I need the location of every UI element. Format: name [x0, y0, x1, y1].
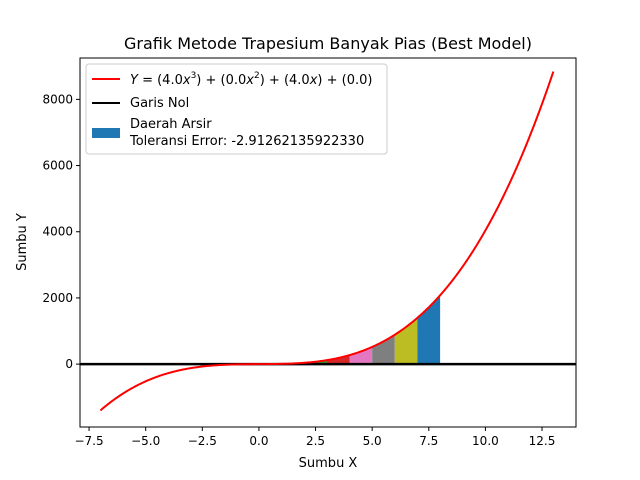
- legend-label-tolerance: Toleransi Error: -2.91262135922330: [129, 134, 364, 149]
- plot-frame: [79, 57, 577, 428]
- y-axis-label: Sumbu Y: [15, 213, 30, 271]
- x-tick-label: 7.5: [419, 434, 438, 448]
- legend-swatch-shaded-area: [92, 128, 120, 138]
- x-tick-label: 2.5: [306, 434, 325, 448]
- x-tick-label: −2.5: [188, 434, 217, 448]
- x-axis: −7.5 −5.0 −2.5 0.0 2.5 5.0 7.5 10.0 12.5: [74, 427, 555, 448]
- legend-label-curve: Y = (4.0x3) + (0.0x2) + (4.0x) + (0.0): [130, 71, 372, 88]
- x-tick-label: 5.0: [363, 434, 382, 448]
- y-tick-label: 0: [65, 357, 73, 371]
- shaded-trapezoid-6: [394, 317, 418, 365]
- y-tick-label: 6000: [42, 159, 73, 173]
- y-tick-label: 2000: [42, 291, 73, 305]
- shaded-trapezoid-5: [372, 334, 395, 365]
- x-tick-label: −7.5: [74, 434, 103, 448]
- x-tick-label: 0.0: [249, 434, 268, 448]
- shaded-trapezoid-4: [349, 346, 373, 365]
- plot-area: [80, 71, 576, 412]
- legend: Y = (4.0x3) + (0.0x2) + (4.0x) + (0.0) G…: [85, 63, 388, 155]
- x-tick-label: 12.5: [529, 434, 556, 448]
- chart-title: Grafik Metode Trapesium Banyak Pias (Bes…: [124, 34, 532, 53]
- y-tick-label: 8000: [42, 92, 73, 106]
- x-tick-label: −5.0: [131, 434, 160, 448]
- legend-label-zero-line: Garis Nol: [130, 96, 189, 111]
- legend-box: [85, 63, 388, 155]
- legend-label-shaded-area: Daerah Arsir: [130, 117, 212, 132]
- y-tick-label: 4000: [42, 225, 73, 239]
- y-axis: 0 2000 4000 6000 8000: [42, 92, 80, 371]
- x-tick-label: 10.0: [472, 434, 499, 448]
- x-axis-label: Sumbu X: [299, 456, 358, 471]
- series-line-curve: [99, 71, 555, 412]
